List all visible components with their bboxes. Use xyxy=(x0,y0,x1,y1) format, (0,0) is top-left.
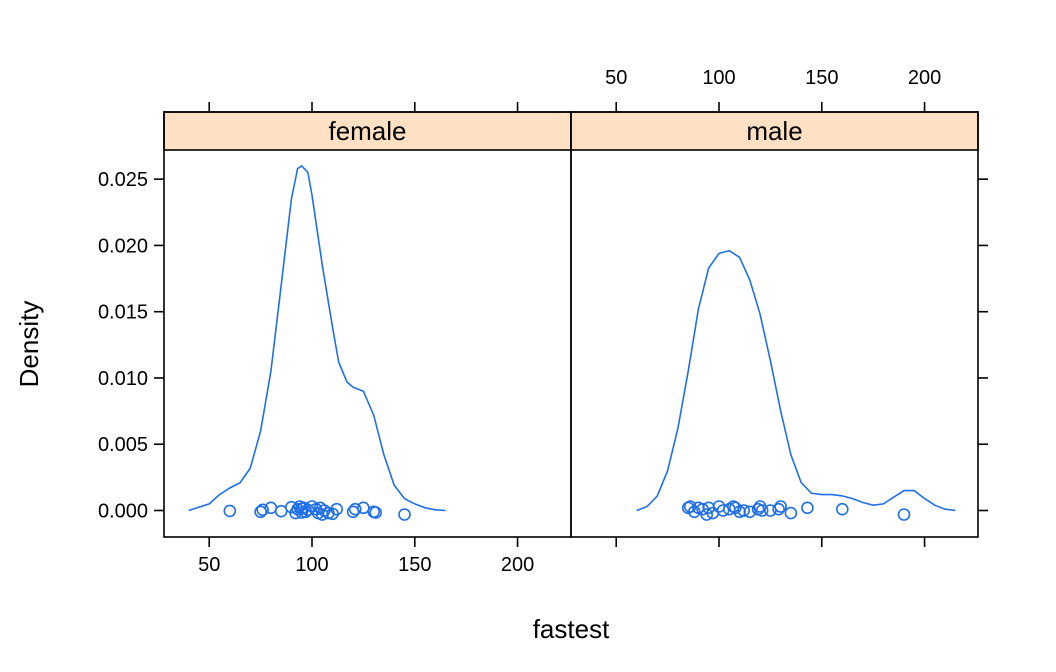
data-point xyxy=(772,502,785,516)
data-point xyxy=(256,503,270,517)
x-axis-title: fastest xyxy=(533,614,610,644)
strip-label-male: male xyxy=(746,116,802,146)
data-point xyxy=(774,500,788,513)
panel-frame-male xyxy=(570,111,979,538)
data-point xyxy=(348,502,362,516)
y-axis-title: Density xyxy=(14,301,44,388)
data-point xyxy=(755,504,769,517)
data-point xyxy=(729,501,742,515)
x-tick-label-bottom: 200 xyxy=(501,554,534,576)
panel-male: male xyxy=(570,111,979,538)
x-tick-label-top: 150 xyxy=(805,67,838,89)
y-tick-label: 0.010 xyxy=(98,368,148,390)
x-tick-label-top: 200 xyxy=(908,67,941,89)
data-point xyxy=(274,504,288,518)
density-curve-male xyxy=(636,249,956,512)
y-tick-label: 0.000 xyxy=(98,500,148,522)
data-point xyxy=(369,506,383,519)
y-tick-label: 0.005 xyxy=(98,434,148,456)
data-point xyxy=(223,504,237,518)
y-axis-right xyxy=(978,178,988,512)
strip-female xyxy=(163,111,572,151)
y-tick-label: 0.020 xyxy=(98,235,148,257)
panel-female: female xyxy=(163,111,572,538)
x-tick-label-bottom: 150 xyxy=(398,554,431,576)
data-point xyxy=(897,508,911,521)
data-point xyxy=(330,502,344,516)
data-point xyxy=(398,508,411,521)
x-axis-top: 50 100 150 200 xyxy=(208,67,941,112)
density-curve-female xyxy=(188,164,446,512)
panel-frame-female xyxy=(163,111,572,538)
data-point xyxy=(737,504,751,517)
data-point xyxy=(835,502,849,516)
y-tick-label: 0.015 xyxy=(98,302,148,324)
data-point xyxy=(700,508,714,521)
x-tick-label-top: 100 xyxy=(702,67,735,89)
data-point xyxy=(687,505,701,519)
x-axis-bottom: 50 100 150 200 xyxy=(198,537,926,576)
y-tick-label: 0.025 xyxy=(98,169,148,191)
data-point xyxy=(743,505,757,519)
x-tick-label-bottom: 100 xyxy=(295,554,328,576)
rug-points-female xyxy=(223,500,411,521)
rug-points-male xyxy=(681,500,911,521)
y-axis-left: 0.000 0.005 0.010 0.015 0.020 0.025 xyxy=(98,169,164,522)
x-tick-label-bottom: 50 xyxy=(198,554,220,576)
x-tick-label-top: 50 xyxy=(605,67,627,89)
data-point xyxy=(784,506,798,520)
data-point xyxy=(801,501,814,515)
strip-label-female: female xyxy=(328,116,406,146)
data-point xyxy=(357,501,370,515)
